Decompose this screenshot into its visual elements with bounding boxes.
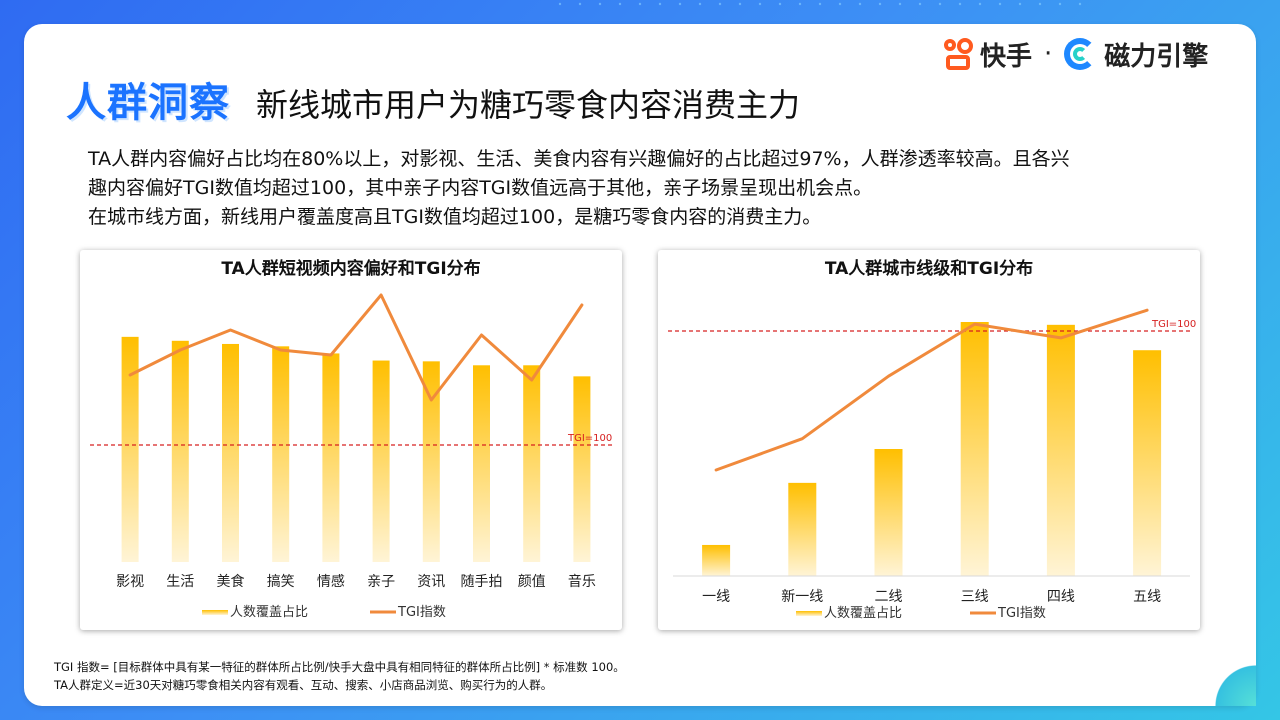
- tgi-series-line: [128, 293, 584, 402]
- legend-line-label: TGI指数: [997, 606, 1046, 621]
- chart-title: TA人群短视频内容偏好和TGI分布: [221, 258, 480, 279]
- x-tick-label: 二线: [875, 589, 903, 605]
- footnotes: TGI 指数= [目标群体中具有某一特征的群体所占比例/快手大盘中具有相同特征的…: [54, 658, 625, 694]
- intro-line: 在城市线方面，新线用户覆盖度高且TGI数值均超过100，是糖巧零食内容的消费主力…: [88, 206, 822, 228]
- bar-音乐: [573, 376, 591, 562]
- x-tick-label: 颜值: [518, 574, 546, 590]
- page-title: 新线城市用户为糖巧零食内容消费主力: [256, 86, 801, 124]
- section-tag: 人群洞察: [66, 80, 230, 126]
- magnetic-engine-logo-icon: [1064, 38, 1097, 70]
- chart-svg: TA人群短视频内容偏好和TGI分布 TGI=100 影视 生活 美食 搞笑 情感 亲子 资讯 随手…: [90, 258, 612, 620]
- tgi-series-line: [714, 308, 1149, 472]
- legend-bar-label: 人数覆盖占比: [230, 605, 308, 620]
- x-tick-label: 情感: [317, 573, 345, 590]
- bar-情感: [322, 353, 340, 562]
- legend-line-label: TGI指数: [397, 605, 446, 620]
- tgi-reference-label: TGI=100: [567, 433, 612, 444]
- headline: 人群洞察 新线城市用户为糖巧零食内容消费主力: [66, 70, 800, 128]
- kuaishou-brand-text: 快手: [980, 41, 1033, 72]
- intro-paragraph: TA人群内容偏好占比均在80%以上，对影视、生活、美食内容有兴趣偏好的占比超过9…: [88, 145, 1198, 232]
- bar-一线: [702, 544, 731, 576]
- bar-五线: [1133, 350, 1162, 576]
- x-tick-label: 搞笑: [267, 574, 295, 590]
- chart-title: TA人群城市线级和TGI分布: [825, 258, 1033, 279]
- magnetic-engine-brand-text: 磁力引擎: [1104, 41, 1209, 72]
- bar-亲子: [372, 360, 390, 562]
- bar-美食: [222, 343, 239, 562]
- footnote-tgi-definition: TGI 指数= [目标群体中具有某一特征的群体所占比例/快手大盘中具有相同特征的…: [54, 660, 625, 674]
- kuaishou-logo-icon: [942, 37, 976, 71]
- city-tier-chart-panel: TA人群城市线级和TGI分布 TGI=100 一线 新一线 二线 三线 四线 五线人数覆盖占比…: [658, 250, 1200, 630]
- bar-生活: [171, 340, 189, 562]
- x-tick-label: 随手拍: [461, 574, 503, 590]
- x-tick-label: 生活: [166, 574, 194, 590]
- footnote-ta-definition: TA人群定义=近30天对糖巧零食相关内容有观看、互动、搜索、小店商品浏览、购买行…: [54, 678, 553, 692]
- x-tick-label: 三线: [961, 589, 989, 605]
- x-tick-label: 亲子: [367, 574, 395, 590]
- x-tick-label: 音乐: [568, 573, 596, 590]
- intro-line: 趣内容偏好TGI数值均超过100，其中亲子内容TGI数值远高于其他，亲子场景呈现…: [88, 177, 873, 199]
- bar-四线: [1046, 324, 1075, 576]
- bar-资讯: [422, 361, 440, 562]
- legend-bar-swatch: [202, 610, 228, 615]
- x-tick-label: 一线: [702, 589, 730, 605]
- content-preference-chart-panel: TA人群短视频内容偏好和TGI分布 TGI=100 影视 生活 美食 搞笑 情感 亲子 资讯 随手…: [80, 250, 622, 630]
- x-tick-label: 四线: [1047, 589, 1075, 605]
- x-tick-label: 五线: [1133, 589, 1161, 605]
- bar-影视: [121, 336, 139, 562]
- bar-新一线: [788, 482, 817, 576]
- x-tick-label: 美食: [217, 573, 245, 590]
- brand-separator: ·: [1044, 39, 1053, 69]
- bar-颜值: [523, 365, 541, 562]
- bar-三线: [960, 322, 989, 576]
- bar-二线: [874, 449, 903, 576]
- tgi-reference-label: TGI=100: [1151, 319, 1196, 330]
- legend-bar-label: 人数覆盖占比: [824, 606, 902, 621]
- bar-随手拍: [473, 365, 490, 562]
- brand-logos: 快手 · 磁力引擎: [942, 34, 1208, 74]
- x-tick-label: 影视: [116, 574, 144, 590]
- legend-bar-swatch: [796, 611, 822, 616]
- bar-搞笑: [272, 346, 290, 562]
- intro-line: TA人群内容偏好占比均在80%以上，对影视、生活、美食内容有兴趣偏好的占比超过9…: [88, 148, 1070, 170]
- x-tick-label: 资讯: [417, 574, 445, 590]
- chart-svg: TA人群城市线级和TGI分布 TGI=100 一线 新一线 二线 三线 四线 五线人数覆盖占比…: [668, 258, 1196, 621]
- corner-decoration: [1186, 636, 1256, 706]
- x-tick-label: 新一线: [781, 589, 823, 605]
